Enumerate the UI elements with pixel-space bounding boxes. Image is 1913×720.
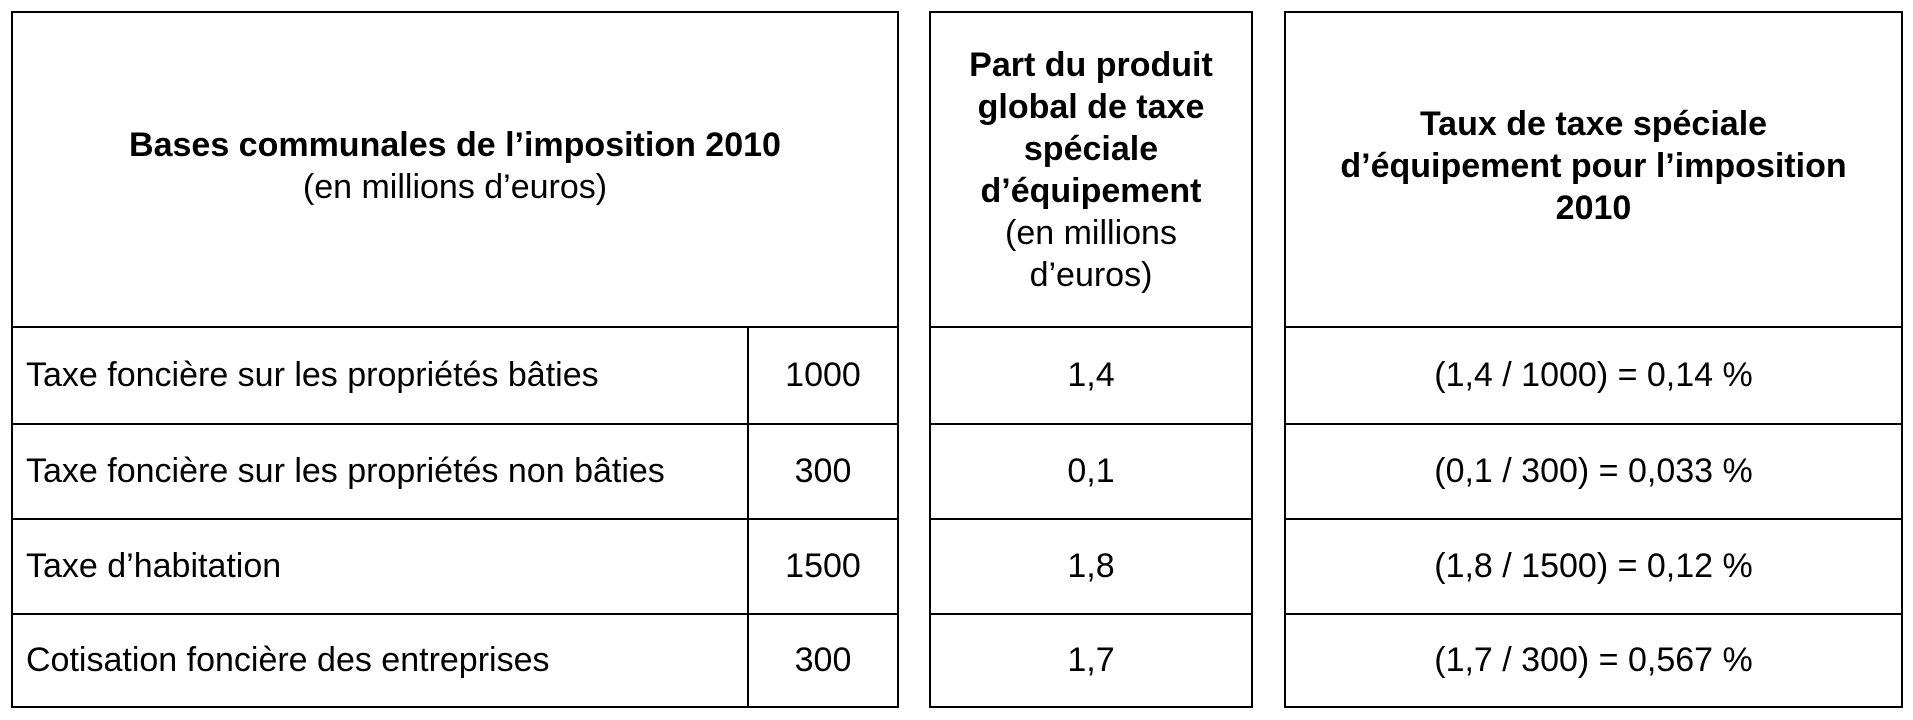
part-header-title-line: d’équipement — [980, 171, 1202, 210]
table-row: Taxe d’habitation 1500 — [13, 518, 897, 613]
table-row: 1,8 — [931, 518, 1251, 613]
taux-rows: (1,4 / 1000) = 0,14 % (0,1 / 300) = 0,03… — [1286, 328, 1901, 706]
part-header-subtitle-line: d’euros) — [1029, 255, 1153, 294]
table-row: (1,7 / 300) = 0,567 % — [1286, 613, 1901, 706]
taux-header: Taux de taxe spéciale d’équipement pour … — [1286, 13, 1901, 328]
bases-table: Bases communales de l’imposition 2010 (e… — [11, 11, 899, 708]
tax-label: Cotisation foncière des entreprises — [13, 615, 749, 706]
table-row: Taxe foncière sur les propriétés non bât… — [13, 423, 897, 518]
bases-header: Bases communales de l’imposition 2010 (e… — [13, 13, 897, 328]
part-value: 1,7 — [1067, 641, 1115, 679]
taux-header-title-line: Taux de taxe spéciale — [1419, 104, 1768, 143]
taux-header-title-line: d’équipement pour l’imposition — [1340, 146, 1847, 185]
taux-value: (0,1 / 300) = 0,033 % — [1434, 452, 1753, 490]
taux-value: (1,8 / 1500) = 0,12 % — [1434, 547, 1753, 585]
tax-base-value: 300 — [794, 452, 852, 490]
table-row: Cotisation foncière des entreprises 300 — [13, 613, 897, 706]
taux-table: Taux de taxe spéciale d’équipement pour … — [1284, 11, 1903, 708]
tax-base-value: 300 — [794, 641, 852, 679]
tax-label: Taxe foncière sur les propriétés non bât… — [13, 425, 749, 518]
taux-header-title-line: 2010 — [1555, 188, 1632, 227]
part-value: 1,8 — [1067, 547, 1115, 585]
bases-header-subtitle: (en millions d’euros) — [302, 167, 608, 206]
bases-header-title: Bases communales de l’imposition 2010 — [129, 125, 781, 164]
part-rows: 1,4 0,1 1,8 1,7 — [931, 328, 1251, 706]
part-header-subtitle-line: (en millions — [1005, 213, 1177, 252]
part-table: Part du produit global de taxe spéciale … — [929, 11, 1253, 708]
tax-label: Taxe foncière sur les propriétés bâties — [13, 328, 749, 423]
part-header-title-line: Part du produit — [969, 45, 1213, 84]
part-header-title-line: global de taxe — [977, 87, 1205, 126]
tax-base-value: 1500 — [785, 547, 861, 585]
part-header-title-line: spéciale — [1023, 129, 1159, 168]
part-header: Part du produit global de taxe spéciale … — [931, 13, 1251, 328]
bases-rows: Taxe foncière sur les propriétés bâties … — [13, 328, 897, 706]
table-row: Taxe foncière sur les propriétés bâties … — [13, 328, 897, 423]
taux-value: (1,4 / 1000) = 0,14 % — [1434, 356, 1753, 394]
table-row: 1,4 — [931, 328, 1251, 423]
table-row: (1,8 / 1500) = 0,12 % — [1286, 518, 1901, 613]
tax-label: Taxe d’habitation — [13, 520, 749, 613]
table-row: (0,1 / 300) = 0,033 % — [1286, 423, 1901, 518]
table-row: 1,7 — [931, 613, 1251, 706]
tax-base-value: 1000 — [785, 356, 861, 394]
part-value: 0,1 — [1067, 452, 1115, 490]
part-value: 1,4 — [1067, 356, 1115, 394]
table-row: (1,4 / 1000) = 0,14 % — [1286, 328, 1901, 423]
taux-value: (1,7 / 300) = 0,567 % — [1434, 641, 1753, 679]
table-row: 0,1 — [931, 423, 1251, 518]
